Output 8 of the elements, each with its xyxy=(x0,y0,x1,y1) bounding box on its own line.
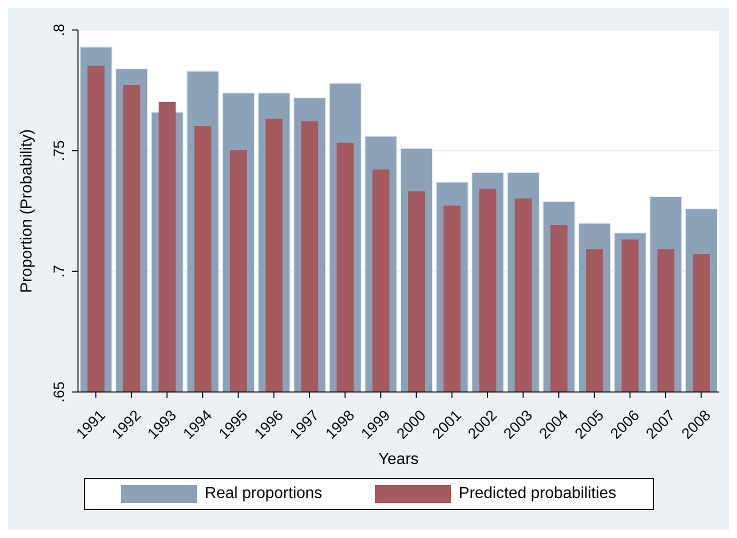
legend-label: Predicted probabilities xyxy=(458,485,616,503)
x-axis-title: Years xyxy=(378,451,419,468)
y-axis-title: Proportion (Probability) xyxy=(18,129,36,293)
y-tick-label: .75 xyxy=(51,140,68,162)
legend-label: Real proportions xyxy=(204,485,322,503)
y-tick-label: .65 xyxy=(51,382,68,402)
y-tick-label: .8 xyxy=(51,24,68,36)
y-tick-label: .7 xyxy=(51,265,68,278)
